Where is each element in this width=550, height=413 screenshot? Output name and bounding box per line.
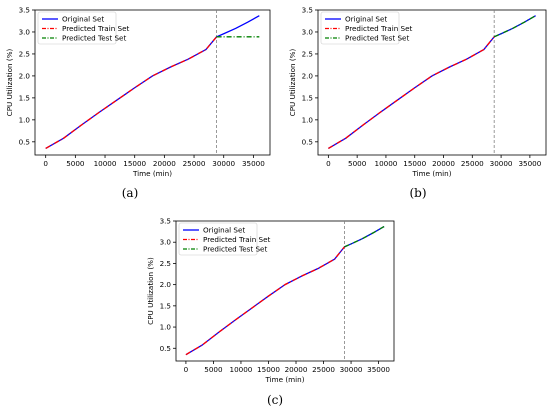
- x-tick-label: 5000: [348, 159, 367, 168]
- y-tick-label: 1.0: [302, 115, 314, 124]
- y-tick-label: 3.5: [160, 217, 171, 226]
- chart-panel-1: 0 5000 10000 15000 20000 25000 30000 35000 0.5 1.…: [5, 6, 271, 178]
- series-line-original-set: [328, 15, 536, 149]
- y-tick-label: 0.5: [302, 137, 313, 146]
- chart-panel-3: 0 5000 10000 15000 20000 25000 30000 35000 0.5 1.…: [146, 217, 395, 384]
- x-axis-label: Time (min): [264, 375, 304, 384]
- legend-label: Original Set: [203, 226, 245, 235]
- x-tick-label: 35000: [242, 159, 265, 168]
- x-axis-label: Time (min): [411, 169, 451, 178]
- x-tick-label: 30000: [340, 365, 363, 374]
- series-line-predicted-train-set: [185, 246, 345, 356]
- series-line-predicted-train-set: [328, 36, 495, 149]
- x-tick-label: 25000: [312, 365, 335, 374]
- y-tick-label: 2.5: [19, 49, 30, 58]
- x-tick-label: 15000: [403, 159, 426, 168]
- y-tick-label: 2.5: [160, 259, 171, 268]
- x-tick-label: 0: [43, 159, 48, 168]
- x-tick-label: 0: [184, 365, 189, 374]
- legend-label: Predicted Test Set: [62, 34, 126, 43]
- y-tick-label: 3.0: [19, 27, 31, 36]
- y-tick-label: 2.0: [19, 71, 31, 80]
- x-tick-label: 35000: [518, 159, 541, 168]
- x-tick-label: 10000: [230, 365, 253, 374]
- x-tick-label: 25000: [461, 159, 484, 168]
- x-tick-label: 5000: [66, 159, 85, 168]
- legend-label: Predicted Train Set: [345, 24, 413, 33]
- x-tick-label: 20000: [153, 159, 176, 168]
- y-tick-label: 2.0: [302, 71, 314, 80]
- plot-frame: [34, 9, 271, 156]
- x-tick-label: 30000: [212, 159, 235, 168]
- plot-frame: [175, 220, 395, 362]
- x-tick-label: 20000: [432, 159, 455, 168]
- y-axis-label: CPU Utilization (%): [288, 48, 297, 116]
- x-tick-label: 20000: [285, 365, 308, 374]
- x-tick-label: 15000: [257, 365, 280, 374]
- y-axis-label: CPU Utilization (%): [5, 48, 14, 116]
- x-tick-label: 10000: [375, 159, 398, 168]
- legend-label: Predicted Test Set: [345, 34, 409, 43]
- series-line-original-set: [45, 15, 260, 149]
- legend-label: Original Set: [62, 15, 104, 24]
- y-tick-label: 1.0: [19, 115, 31, 124]
- y-tick-label: 3.0: [160, 238, 172, 247]
- series-line-predicted-test-set: [344, 225, 385, 248]
- legend-box: [320, 11, 400, 45]
- x-axis-label: Time (min): [132, 169, 172, 178]
- legend-label: Predicted Train Set: [62, 24, 130, 33]
- series-line-original-set: [185, 225, 385, 356]
- legend-box: [178, 222, 258, 256]
- chart-panel-2: 0 5000 10000 15000 20000 25000 30000 35000 0.5 1.…: [288, 6, 547, 178]
- x-tick-label: 25000: [183, 159, 206, 168]
- series-line-predicted-train-set: [45, 36, 218, 149]
- y-tick-label: 2.0: [160, 280, 172, 289]
- series-line-predicted-test-set: [493, 15, 536, 38]
- x-tick-label: 15000: [123, 159, 146, 168]
- y-tick-label: 3.5: [302, 6, 313, 15]
- panel-caption: (b): [409, 186, 426, 200]
- x-tick-label: 30000: [490, 159, 513, 168]
- legend-label: Predicted Train Set: [203, 235, 271, 244]
- y-axis-label: CPU Utilization (%): [146, 257, 155, 325]
- x-tick-label: 0: [326, 159, 331, 168]
- legend-box: [37, 11, 117, 45]
- x-tick-label: 10000: [94, 159, 117, 168]
- y-tick-label: 2.5: [302, 49, 313, 58]
- y-tick-label: 3.0: [302, 27, 314, 36]
- y-tick-label: 1.5: [302, 93, 313, 102]
- x-tick-label: 35000: [367, 365, 390, 374]
- y-tick-label: 3.5: [19, 6, 30, 15]
- y-tick-label: 1.5: [160, 301, 171, 310]
- y-tick-label: 0.5: [19, 137, 30, 146]
- legend-label: Predicted Test Set: [203, 245, 267, 254]
- legend-label: Original Set: [345, 15, 387, 24]
- plot-frame: [317, 9, 547, 156]
- panel-caption: (a): [122, 186, 139, 200]
- y-tick-label: 1.5: [19, 93, 30, 102]
- y-tick-label: 1.0: [160, 323, 172, 332]
- y-tick-label: 0.5: [160, 344, 171, 353]
- panel-caption: (c): [267, 393, 283, 407]
- x-tick-label: 5000: [204, 365, 223, 374]
